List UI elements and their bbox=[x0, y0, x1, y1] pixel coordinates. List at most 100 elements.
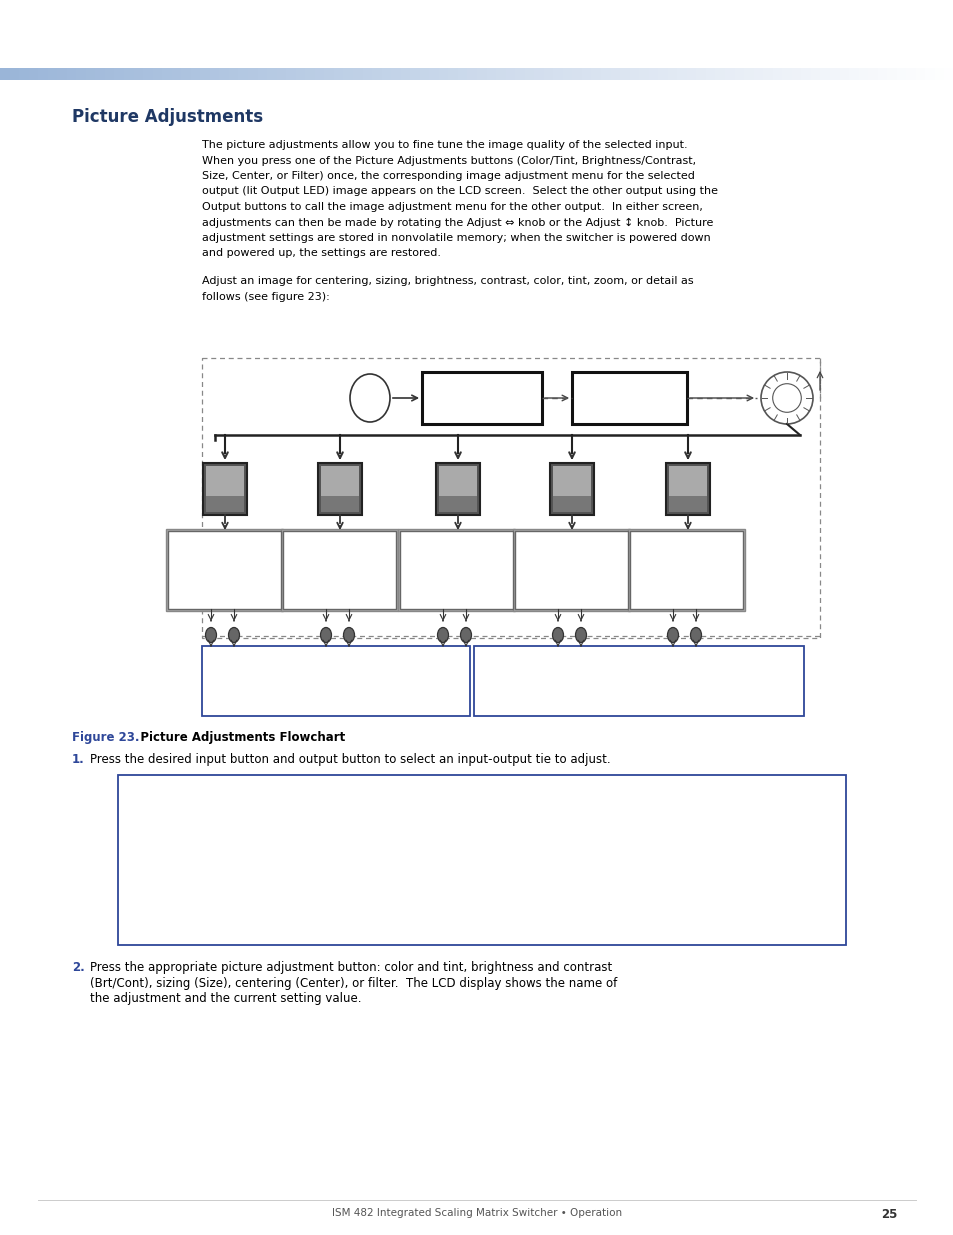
Ellipse shape bbox=[575, 627, 586, 642]
Text: Press the appropriate picture adjustment button: color and tint, brightness and : Press the appropriate picture adjustment… bbox=[90, 961, 612, 974]
Bar bbox=[38, 68, 49, 80]
Bar bbox=[429, 68, 439, 80]
Bar bbox=[391, 68, 401, 80]
Bar bbox=[877, 68, 887, 80]
Bar bbox=[219, 68, 230, 80]
Bar bbox=[619, 68, 630, 80]
Text: respectively.: respectively. bbox=[480, 697, 546, 706]
Bar bbox=[543, 68, 554, 80]
Bar bbox=[677, 68, 687, 80]
Bar bbox=[534, 68, 544, 80]
Bar bbox=[133, 68, 144, 80]
Bar bbox=[572, 372, 686, 424]
Text: adjustments are available only for S-video and composite video inputs.: adjustments are available only for S-vid… bbox=[172, 898, 572, 908]
Text: output.: output. bbox=[152, 846, 193, 857]
Bar bbox=[801, 68, 811, 80]
Bar bbox=[476, 68, 487, 80]
Ellipse shape bbox=[437, 627, 448, 642]
Bar bbox=[10, 68, 20, 80]
Text: output (1 or 2) only.  (The output LED is lit and the selected output is shown: output (1 or 2) only. (The output LED is… bbox=[152, 818, 576, 827]
Bar bbox=[658, 68, 668, 80]
Bar bbox=[238, 68, 249, 80]
Ellipse shape bbox=[667, 627, 678, 642]
Bar bbox=[572, 68, 582, 80]
Bar bbox=[118, 776, 845, 945]
Text: When you press one of the Picture Adjustments buttons (Color/Tint, Brightness/Co: When you press one of the Picture Adjust… bbox=[202, 156, 696, 165]
Text: ISM 482 Integrated Scaling Matrix Switcher • Operation: ISM 482 Integrated Scaling Matrix Switch… bbox=[332, 1208, 621, 1218]
Bar bbox=[95, 68, 106, 80]
Ellipse shape bbox=[460, 627, 471, 642]
Bar bbox=[267, 68, 277, 80]
Text: Figure 23.: Figure 23. bbox=[71, 731, 139, 743]
Bar bbox=[421, 372, 541, 424]
Bar bbox=[553, 466, 590, 498]
Bar bbox=[668, 496, 706, 511]
Ellipse shape bbox=[320, 627, 331, 642]
Bar bbox=[19, 68, 30, 80]
Bar bbox=[168, 531, 281, 609]
Bar bbox=[152, 68, 163, 80]
Text: Color: Color bbox=[152, 864, 185, 876]
Bar bbox=[305, 68, 315, 80]
Bar bbox=[667, 68, 678, 80]
Text: 1.: 1. bbox=[71, 753, 85, 766]
Text: Press the desired input button and output button to select an input-output tie t: Press the desired input button and outpu… bbox=[90, 753, 610, 766]
Bar bbox=[648, 68, 659, 80]
Text: follows (see figure 23):: follows (see figure 23): bbox=[202, 291, 330, 301]
Bar bbox=[781, 68, 792, 80]
Bar bbox=[724, 68, 735, 80]
Bar bbox=[257, 68, 268, 80]
Text: adjustments are available only for component video, S-video, and: adjustments are available only for compo… bbox=[180, 864, 551, 876]
Bar bbox=[295, 68, 306, 80]
Bar bbox=[848, 68, 859, 80]
Bar bbox=[334, 68, 344, 80]
Bar bbox=[57, 68, 68, 80]
Bar bbox=[203, 463, 247, 515]
Bar bbox=[210, 68, 220, 80]
Text: Press the appropriate output button: Press the appropriate output button bbox=[243, 655, 431, 664]
Bar bbox=[206, 496, 244, 511]
Bar bbox=[839, 68, 849, 80]
Bar bbox=[934, 68, 944, 80]
Ellipse shape bbox=[552, 627, 563, 642]
Text: •: • bbox=[138, 803, 145, 816]
Bar bbox=[202, 646, 470, 716]
Bar bbox=[943, 68, 953, 80]
Bar bbox=[829, 68, 840, 80]
Text: Picture Adjustments Flowchart: Picture Adjustments Flowchart bbox=[128, 731, 345, 743]
Text: the adjustment and the current setting value.: the adjustment and the current setting v… bbox=[90, 992, 361, 1005]
Text: The Adjust⇔knob and the Adjust↕knob: The Adjust⇔knob and the Adjust↕knob bbox=[515, 655, 718, 664]
Bar bbox=[438, 496, 476, 511]
Bar bbox=[206, 466, 244, 498]
Bar bbox=[114, 68, 125, 80]
Ellipse shape bbox=[229, 627, 239, 642]
Bar bbox=[162, 68, 172, 80]
Bar bbox=[324, 68, 335, 80]
Bar bbox=[320, 466, 358, 498]
Bar bbox=[200, 68, 211, 80]
Bar bbox=[665, 463, 709, 515]
Bar bbox=[400, 68, 411, 80]
Bar bbox=[924, 68, 935, 80]
Bar bbox=[166, 529, 283, 611]
Bar bbox=[639, 68, 649, 80]
Text: 25: 25 bbox=[881, 1208, 897, 1221]
Bar bbox=[0, 68, 10, 80]
Text: adjustments can then be made by rotating the Adjust ⇔ knob or the Adjust ↕ knob.: adjustments can then be made by rotating… bbox=[202, 217, 713, 227]
Bar bbox=[915, 68, 925, 80]
Bar bbox=[581, 68, 592, 80]
Bar bbox=[286, 68, 296, 80]
Bar bbox=[515, 68, 525, 80]
Bar bbox=[410, 68, 420, 80]
Ellipse shape bbox=[343, 627, 355, 642]
Text: to select the desired output.: to select the desired output. bbox=[209, 668, 356, 678]
Bar bbox=[505, 68, 516, 80]
Text: are used to adjust the image settings on the: are used to adjust the image settings on… bbox=[480, 668, 713, 678]
Bar bbox=[419, 68, 430, 80]
Bar bbox=[283, 531, 395, 609]
Text: left and right sides of the LCD screen,: left and right sides of the LCD screen, bbox=[480, 682, 678, 692]
Bar bbox=[629, 531, 742, 609]
Bar bbox=[181, 68, 192, 80]
Text: adjustment settings are stored in nonvolatile memory; when the switcher is power: adjustment settings are stored in nonvol… bbox=[202, 233, 710, 243]
Bar bbox=[467, 68, 477, 80]
